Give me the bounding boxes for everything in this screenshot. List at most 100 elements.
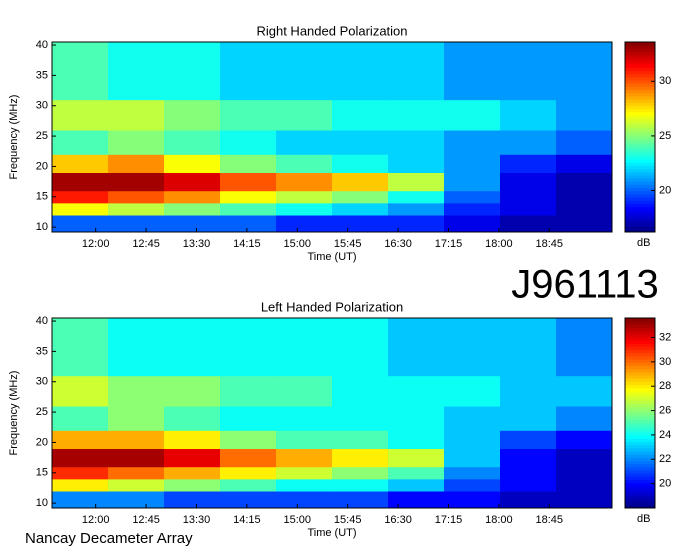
heatmap-cell (500, 478, 557, 492)
heatmap-cell (332, 430, 389, 450)
heatmap-cell (444, 430, 501, 450)
heatmap-cell (388, 430, 445, 450)
heatmap-cell (52, 478, 109, 492)
x-tick-label: 12:45 (132, 238, 160, 250)
colorbar-swatch (625, 70, 655, 75)
colorbar-swatch (625, 137, 655, 141)
heatmap-cell (108, 430, 165, 450)
colorbar-swatch (625, 184, 655, 189)
colorbar-swatch (625, 219, 655, 223)
colorbar-swatch (625, 203, 655, 208)
y-tick-label: 15 (36, 191, 48, 203)
y-axis-label: Frequency (MHz) (8, 95, 20, 180)
colorbar-swatch (625, 61, 655, 65)
colorbar-swatch (625, 42, 655, 46)
y-tick-label: 35 (36, 345, 48, 357)
heatmap-cell (52, 154, 109, 174)
heatmap-cell (164, 406, 221, 431)
heatmap-cell (444, 42, 501, 101)
heatmap-cell (164, 215, 221, 233)
y-tick-label: 30 (36, 100, 48, 112)
colorbar-tick-label: 28 (659, 380, 671, 392)
heatmap-cell (444, 466, 501, 480)
heatmap-cell (388, 318, 445, 377)
colorbar-swatch (625, 409, 655, 414)
colorbar-swatch (625, 114, 655, 119)
x-tick-label: 16:30 (384, 238, 412, 250)
dataset-label: J961113 (511, 263, 659, 307)
colorbar-swatch (625, 73, 655, 78)
colorbar-swatch (625, 340, 655, 344)
heatmap-cell (220, 172, 277, 192)
x-tick-label: 18:00 (485, 514, 513, 526)
heatmap-cell (556, 130, 613, 155)
x-axis-label: Time (UT) (307, 527, 356, 539)
heatmap-cell (52, 406, 109, 431)
heatmap-cell (332, 42, 389, 101)
colorbar-swatch (625, 162, 655, 166)
heatmap-cell (52, 190, 109, 204)
heatmap-cell (164, 172, 221, 192)
colorbar-swatch (625, 333, 655, 338)
colorbar-swatch (625, 416, 655, 420)
colorbar-swatch (625, 463, 655, 468)
heatmap-cell (388, 42, 445, 101)
heatmap-cell (444, 491, 501, 509)
heatmap-cell (276, 478, 333, 492)
y-tick-label: 20 (36, 436, 48, 448)
heatmap-cell (108, 42, 165, 101)
heatmap-cell (444, 130, 501, 155)
colorbar-swatch (625, 352, 655, 357)
heatmap-cell (220, 215, 277, 233)
colorbar-swatch (625, 108, 655, 113)
colorbar-swatch (625, 216, 655, 220)
heatmap-cell (52, 318, 109, 377)
heatmap-cell (108, 318, 165, 377)
colorbar-swatch (625, 121, 655, 125)
heatmap-cell (556, 478, 613, 492)
x-tick-label: 17:15 (435, 238, 463, 250)
colorbar-swatch (625, 165, 655, 170)
heatmap-cell (500, 375, 557, 407)
x-tick-label: 16:30 (384, 514, 412, 526)
x-tick-label: 15:00 (284, 238, 312, 250)
heatmap-cell (444, 215, 501, 233)
heatmap-cell (276, 42, 333, 101)
heatmap-cell (556, 430, 613, 450)
colorbar-swatch (625, 92, 655, 97)
y-tick-label: 25 (36, 130, 48, 142)
heatmap-cell (108, 130, 165, 155)
heatmap-cell (52, 215, 109, 233)
heatmap-cell (276, 99, 333, 131)
plot-frame (51, 41, 613, 233)
heatmap-cell (108, 478, 165, 492)
heatmap-cell (108, 190, 165, 204)
heatmap-cell (332, 130, 389, 155)
colorbar-frame (624, 41, 656, 233)
colorbar-swatch (625, 200, 655, 204)
colorbar-swatch (625, 149, 655, 154)
colorbar-swatch (625, 45, 655, 49)
heatmap-cell (500, 318, 557, 377)
colorbar-swatch (625, 476, 655, 480)
colorbar-swatch (625, 444, 655, 449)
heatmap-cell (276, 130, 333, 155)
plot-frame (51, 317, 613, 509)
heatmap-cell (220, 99, 277, 131)
heatmap-cell (388, 130, 445, 155)
heatmap-cell (276, 202, 333, 216)
heatmap-cell (556, 491, 613, 509)
colorbar-swatch (625, 495, 655, 499)
colorbar-swatch (625, 327, 655, 332)
heatmap-cell (52, 202, 109, 216)
heatmap-cell (276, 154, 333, 174)
heatmap-cell (556, 215, 613, 233)
heatmap-cell (52, 430, 109, 450)
heatmap-cell (220, 448, 277, 468)
colorbar-swatch (625, 124, 655, 128)
heatmap-cell (444, 202, 501, 216)
heatmap-cell (164, 154, 221, 174)
heatmap-cell (388, 99, 445, 131)
y-tick-label: 15 (36, 467, 48, 479)
x-axis-label: Time (UT) (307, 251, 356, 263)
